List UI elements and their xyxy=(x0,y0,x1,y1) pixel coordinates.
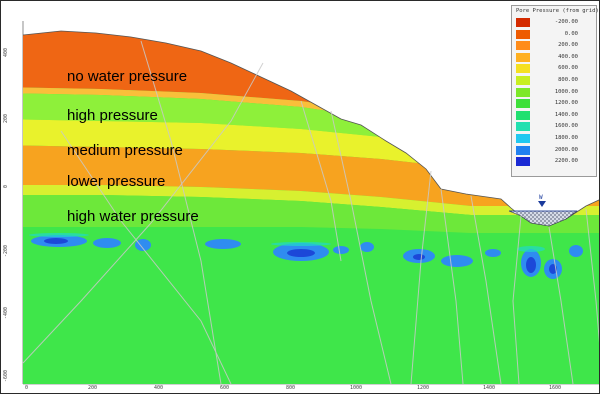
legend-row: 2000.00 xyxy=(516,145,596,155)
legend-value: 1400.00 xyxy=(554,111,578,118)
legend-row: 400.00 xyxy=(516,52,596,62)
x-tick-label: 0 xyxy=(25,385,29,391)
legend-row: 1800.00 xyxy=(516,134,596,143)
y-tick-label: -200 xyxy=(3,244,9,257)
legend-swatch xyxy=(516,18,530,27)
legend-value: 600.00 xyxy=(558,65,578,72)
legend-swatch xyxy=(516,157,530,167)
x-tick-label: 200 xyxy=(88,385,98,391)
water-table-label: W xyxy=(539,194,543,201)
high-water-pressure-label: high water pressure xyxy=(67,208,199,225)
x-tick-label: 800 xyxy=(286,385,296,391)
y-tick-label: -400 xyxy=(3,306,9,319)
legend-row: 1000.00 xyxy=(516,87,596,97)
legend-value: 0.00 xyxy=(564,30,578,37)
legend-value: 400.00 xyxy=(558,53,578,60)
legend-value: 1600.00 xyxy=(554,123,578,130)
legend-value: 1200.00 xyxy=(554,100,578,107)
legend-swatch xyxy=(516,41,530,51)
x-tick-label: 600 xyxy=(220,385,230,391)
legend-swatch xyxy=(516,76,530,85)
legend-value: 2000.00 xyxy=(554,146,578,153)
legend-title: Pore Pressure (from grid) xyxy=(516,8,599,14)
high-pressure-label: high pressure xyxy=(67,107,158,124)
medium-pressure-label: medium pressure xyxy=(67,142,183,159)
legend-value: 200.00 xyxy=(558,42,578,49)
no-water-pressure-label: no water pressure xyxy=(67,68,188,85)
legend-swatch xyxy=(516,29,530,39)
legend-row: 1200.00 xyxy=(516,99,596,109)
legend-swatch xyxy=(516,145,530,155)
legend-swatch xyxy=(516,64,530,74)
legend-swatch xyxy=(516,134,530,143)
y-tick-label: 200 xyxy=(3,113,9,123)
pore-pressure-legend: Pore Pressure (from grid) -200.00 0.00 200… xyxy=(511,5,599,177)
legend-row: 600.00 xyxy=(516,64,596,74)
discontinuity-lines xyxy=(22,40,599,385)
legend-row: 2200.00 xyxy=(516,157,596,167)
y-tick-label: 400 xyxy=(3,47,9,57)
x-tick-label: 1400 xyxy=(483,385,496,391)
yellow-transition-band xyxy=(23,185,599,215)
pocket-edge-cyan xyxy=(29,233,545,252)
legend-value: 1000.00 xyxy=(554,88,578,95)
legend-value: 2200.00 xyxy=(554,158,578,165)
legend-row: 800.00 xyxy=(516,76,596,85)
legend-row: -200.00 xyxy=(516,18,596,27)
legend-value: 800.00 xyxy=(558,77,578,83)
legend-value: -200.00 xyxy=(554,19,578,25)
x-tick-label: 1200 xyxy=(417,385,430,391)
x-tick-label: 1000 xyxy=(350,385,363,391)
legend-swatch xyxy=(516,110,530,120)
water-table-marker-icon xyxy=(538,201,546,207)
legend-swatch xyxy=(516,52,530,62)
y-tick-label: -600 xyxy=(3,369,9,382)
legend-row: 200.00 xyxy=(516,41,596,51)
legend-swatch xyxy=(516,87,530,97)
lower-pressure-label: lower pressure xyxy=(67,173,166,190)
legend-swatch xyxy=(516,122,530,132)
x-tick-label: 400 xyxy=(154,385,164,391)
y-tick-label: 0 xyxy=(3,184,9,188)
legend-value: 1800.00 xyxy=(554,135,578,141)
x-tick-label: 1600 xyxy=(549,385,562,391)
legend-swatch xyxy=(516,99,530,109)
legend-row: 1400.00 xyxy=(516,110,596,120)
pressure-pocket-cores xyxy=(44,238,557,274)
legend-row: 1600.00 xyxy=(516,122,596,132)
legend-row: 0.00 xyxy=(516,29,596,39)
